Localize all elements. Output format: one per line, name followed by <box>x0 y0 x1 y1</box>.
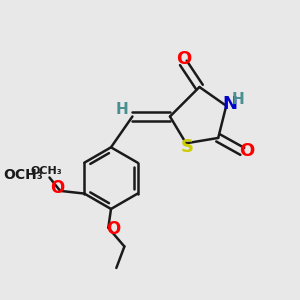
Text: OCH₃: OCH₃ <box>3 168 43 182</box>
Text: O: O <box>106 220 121 238</box>
Text: O: O <box>239 142 255 160</box>
Text: S: S <box>181 138 194 156</box>
Text: N: N <box>223 95 238 113</box>
Text: OCH₃: OCH₃ <box>31 166 63 176</box>
Text: H: H <box>231 92 244 106</box>
Text: H: H <box>115 102 128 117</box>
Text: O: O <box>50 179 64 197</box>
Text: O: O <box>176 50 191 68</box>
